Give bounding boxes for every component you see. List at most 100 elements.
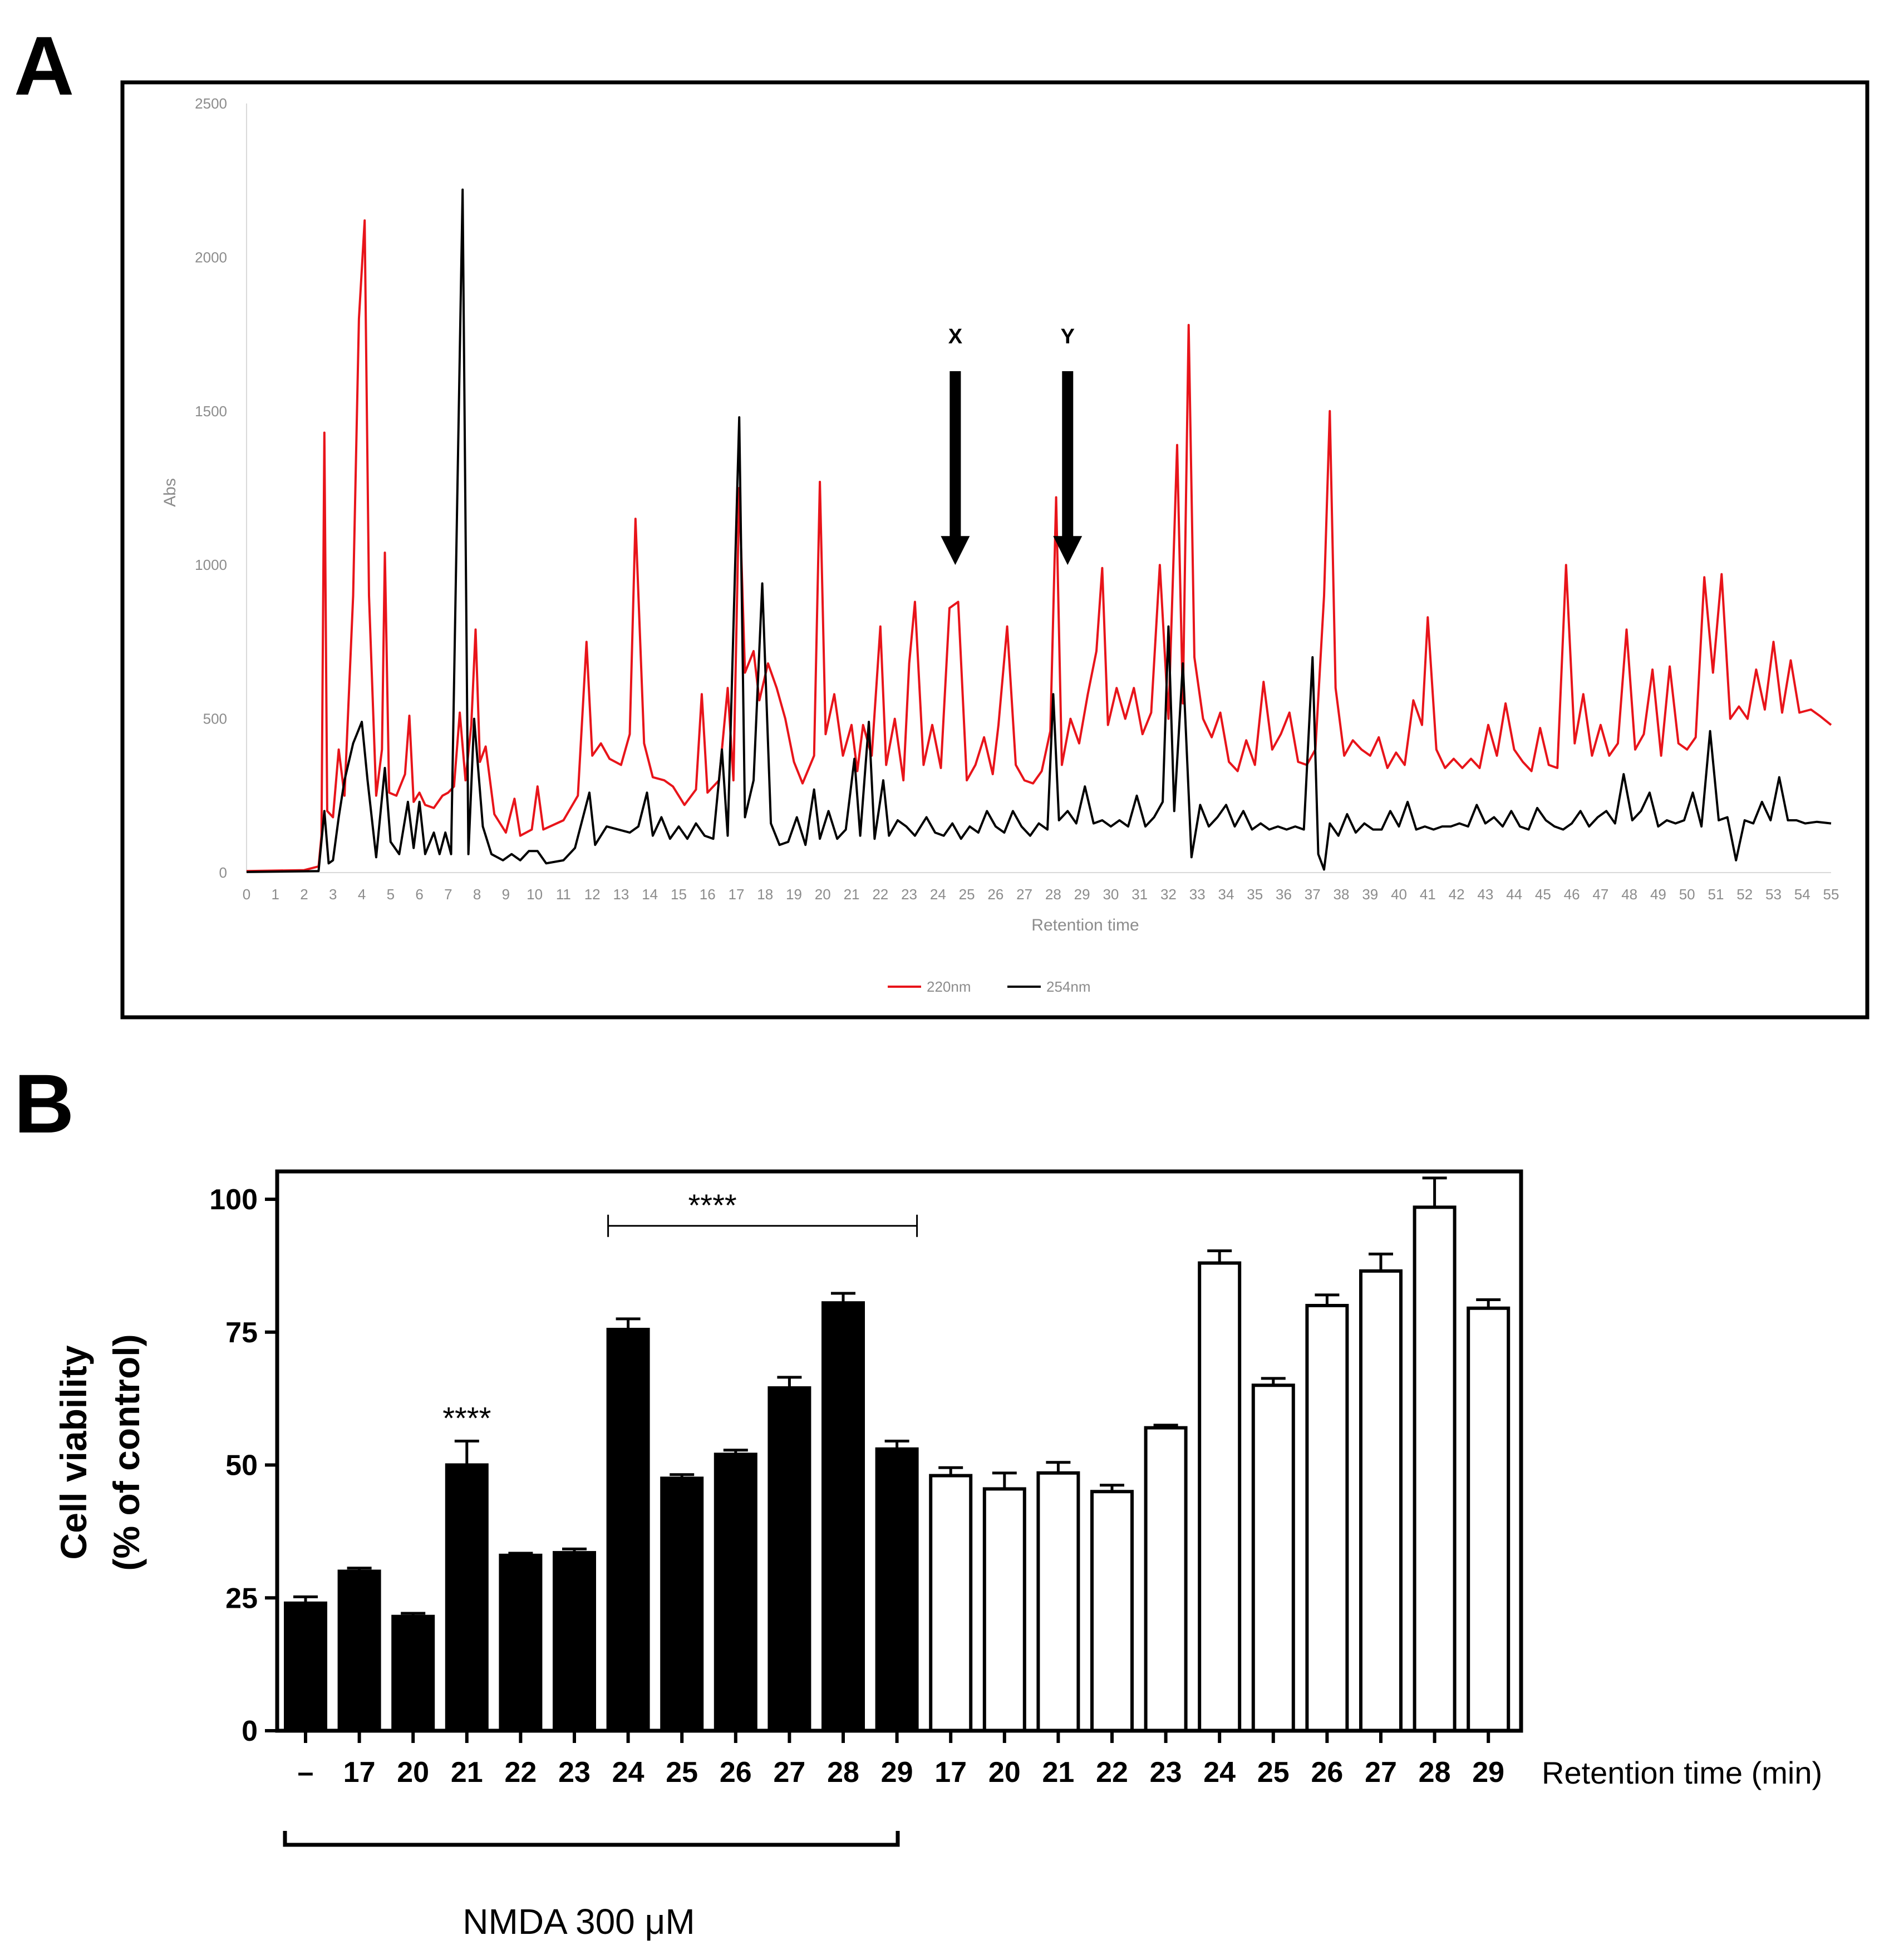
x-tick-label: 27 [773,1756,805,1789]
bar [1036,1471,1080,1732]
viability-annotations: **** **** [442,1188,918,1436]
bar [337,1569,381,1732]
chromatogram-x-tick-label: 49 [1650,886,1666,903]
chromatogram-x-tick-label: 21 [844,886,860,903]
x-tick-label: 25 [1257,1756,1290,1789]
bar [606,1327,650,1733]
chromatogram-x-tick-label: 33 [1189,886,1206,903]
significance-marker: **** [442,1401,491,1436]
chromatogram-x-tick-label: 40 [1391,886,1407,903]
x-tick-label: 20 [397,1756,429,1789]
viability-frame [275,1169,1523,1733]
bar [767,1386,811,1732]
bar [499,1553,543,1733]
chromatogram-lines [246,188,1832,873]
chromatogram-x-tick-label: 53 [1765,886,1782,903]
x-tick-label: 17 [343,1756,376,1789]
chromatogram-x-tick-label: 30 [1103,886,1119,903]
chromatogram-x-title: Retention time [1031,916,1139,934]
bar [982,1487,1026,1733]
y-tick-label: 25 [225,1582,258,1614]
x-tick-label: 23 [558,1756,591,1789]
chromatogram-x-tick-label: 4 [358,886,366,903]
chromatogram-frame [120,80,1869,1020]
chromatogram-x-tick-label: 15 [671,886,687,903]
chromatogram-y-tick-label: 1500 [195,403,227,420]
chromatogram-x-tick-label: 8 [473,886,481,903]
x-tick-label: 25 [666,1756,698,1789]
x-tick-label: 24 [1203,1756,1236,1789]
chromatogram-x-tick-label: 28 [1045,886,1061,903]
bar [1305,1304,1349,1732]
chromatogram-y-tick-label: 2500 [195,95,227,112]
chromatogram-x-tick-label: 5 [387,886,395,903]
x-tick-label: 20 [988,1756,1021,1789]
bar [1090,1490,1134,1732]
x-tick-label: 29 [881,1756,913,1789]
chromatogram-x-tick-label: 11 [556,886,571,903]
bar [445,1463,489,1732]
chromatogram-x-tick-label: 13 [613,886,629,903]
chromatogram-x-tick-label: 10 [527,886,543,903]
panel-label-b: B [14,1057,74,1150]
bar [660,1476,704,1732]
x-tick-label: 28 [1419,1756,1451,1789]
chromatogram-x-tick-label: 52 [1736,886,1753,903]
x-tick-label: 27 [1365,1756,1397,1789]
chromatogram-x-tick-label: 25 [959,886,975,903]
chromatogram-x-tick-label: 0 [243,886,250,903]
chromatogram-x-tick-label: 42 [1449,886,1465,903]
chromatogram-x-tick-label: 32 [1160,886,1177,903]
chromatogram-x-tick-label: 45 [1535,886,1551,903]
chromatogram-x-tick-label: 46 [1564,886,1580,903]
chromatogram-x-tick-label: 2 [300,886,308,903]
x-tick-label: 22 [504,1756,537,1789]
viability-y-title-line1: Cell viability [53,1345,94,1559]
chromatogram-line-254nm [246,188,1832,873]
chromatogram-y-tick-label: 2000 [195,249,227,265]
legend-label-220: 220nm [927,978,971,995]
chromatogram-x-tick-label: 14 [642,886,658,903]
y-tick-label: 100 [209,1184,258,1216]
chromatogram-x-tick-label: 41 [1420,886,1436,903]
chromatogram-x-tick-label: 39 [1362,886,1378,903]
chromatogram-line-220nm [246,219,1832,873]
chromatogram-x-tick-label: 29 [1074,886,1090,903]
bar [1413,1205,1457,1732]
chromatogram-x-tick-label: 43 [1477,886,1493,903]
bar [1251,1383,1295,1732]
y-tick-label: 75 [225,1317,258,1349]
chromatogram-y-tick-label: 500 [203,711,227,727]
chromatogram-x-tick-label: 18 [757,886,773,903]
legend-label-254: 254nm [1046,978,1091,995]
chromatogram-x-tick-label: 27 [1016,886,1032,903]
x-tick-label: 21 [1042,1756,1074,1789]
chromatogram-x-tick-label: 19 [786,886,802,903]
bar [1467,1306,1511,1732]
chromatogram-y-tick-label: 0 [219,864,227,881]
arrow-x-shaft [949,371,961,538]
x-tick-label: 23 [1150,1756,1182,1789]
chromatogram-y-tick-label: 1000 [195,557,227,573]
bar [929,1474,973,1733]
x-tick-label: 17 [934,1756,967,1789]
bar [821,1301,865,1733]
chromatogram-x-tick-label: 34 [1218,886,1234,903]
bar [553,1551,596,1732]
nmda-group-label: NMDA 300 μM [463,1902,695,1942]
x-tick-label: 22 [1096,1756,1128,1789]
panel-label-a: A [14,19,74,112]
chromatogram-x-tick-label: 50 [1679,886,1695,903]
chromatogram-x-tick-label: 20 [815,886,831,903]
x-tick-label: 28 [827,1756,859,1789]
chromatogram-x-tick-label: 9 [502,886,510,903]
x-tick-label: 29 [1472,1756,1504,1789]
chromatogram-x-tick-label: 7 [444,886,452,903]
arrow-y-head [1053,536,1083,565]
